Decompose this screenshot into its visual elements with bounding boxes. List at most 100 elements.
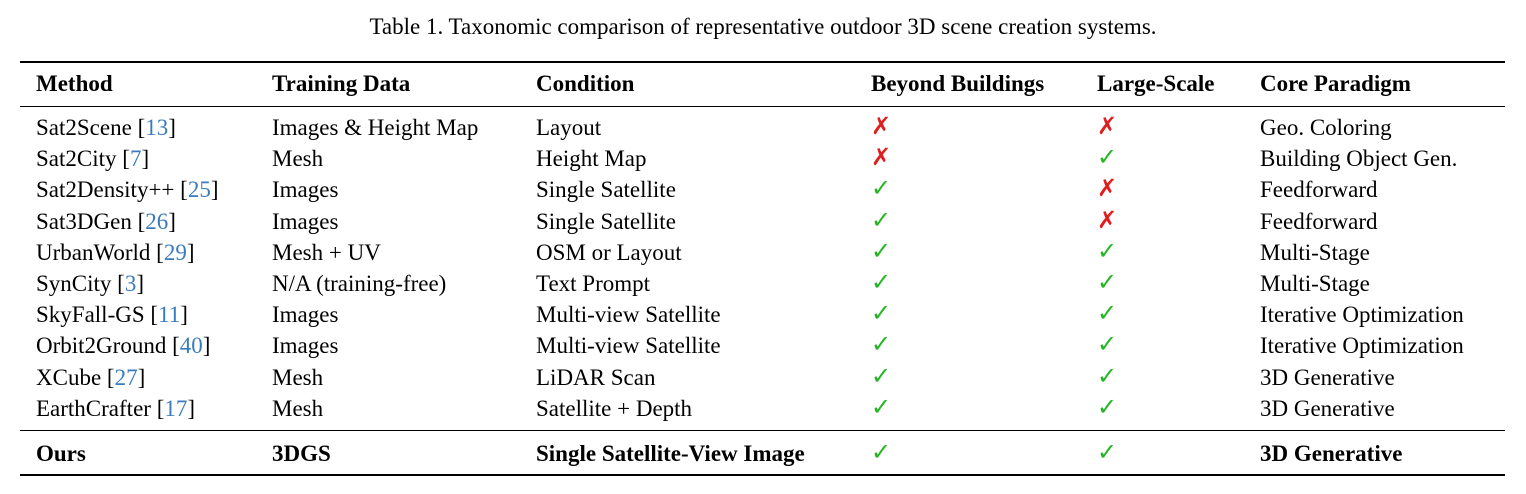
cell-beyond-buildings-check-icon: ✓ xyxy=(871,440,892,466)
cell-core-paradigm: 3D Generative xyxy=(1260,441,1403,466)
method-name: EarthCrafter xyxy=(36,395,157,421)
header-large-scale: Large-Scale xyxy=(1097,71,1215,96)
citation-link[interactable]: 29 xyxy=(163,239,187,265)
cell-condition: Multi-view Satellite xyxy=(536,302,721,328)
cell-training-data: 3DGS xyxy=(272,441,331,466)
citation-link[interactable]: 17 xyxy=(164,395,188,421)
citation-link[interactable]: 11 xyxy=(158,302,181,328)
cell-training-data: Images xyxy=(272,302,339,328)
citation-open: [ xyxy=(106,364,115,390)
cell-core-paradigm: Iterative Optimization xyxy=(1260,302,1464,328)
table-row: EarthCrafter [17] Mesh Satellite + Depth ✓ ✓… xyxy=(0,393,1526,424)
bottom-rule xyxy=(20,474,1505,476)
cell-method: Orbit2Ground [40] xyxy=(36,330,210,361)
citation-close: ] xyxy=(210,177,219,203)
cell-training-data: Images & Height Map xyxy=(272,115,479,140)
cell-beyond-buildings-check-icon: ✓ xyxy=(871,238,892,265)
cell-method: Sat3DGen [26] xyxy=(36,206,176,237)
cell-condition: OSM or Layout xyxy=(536,239,682,265)
cell-beyond-buildings-check-icon: ✓ xyxy=(871,207,892,234)
table-row: XCube [27] Mesh LiDAR Scan ✓ ✓ 3D Generative xyxy=(0,362,1526,393)
cell-beyond-buildings-check-icon: ✓ xyxy=(871,270,892,296)
cell-core-paradigm: Feedforward xyxy=(1260,177,1378,203)
cell-method: Ours xyxy=(36,441,86,466)
cell-condition: Single Satellite xyxy=(536,208,676,234)
cell-condition: Layout xyxy=(536,115,602,140)
header-rule xyxy=(20,106,1505,107)
table-row: Sat2City [7] Mesh Height Map ✗ ✓ Building Obj… xyxy=(0,143,1526,174)
method-name: Sat2City xyxy=(36,146,123,172)
cell-core-paradigm: Feedforward xyxy=(1260,208,1378,234)
citation-link[interactable]: 3 xyxy=(124,271,137,296)
header-method: Method xyxy=(36,71,113,96)
cell-large-scale-check-icon: ✓ xyxy=(1097,270,1118,296)
cell-condition: Single Satellite-View Image xyxy=(536,441,805,466)
cell-large-scale-check-icon: ✓ xyxy=(1097,332,1118,359)
cell-beyond-buildings-check-icon: ✓ xyxy=(871,176,892,203)
cell-method: UrbanWorld [29] xyxy=(36,237,195,268)
cell-training-data: Mesh xyxy=(272,364,324,390)
cell-condition: Single Satellite xyxy=(536,177,676,203)
citation-link[interactable]: 26 xyxy=(145,208,169,234)
cell-training-data: Mesh xyxy=(272,146,324,172)
cell-core-paradigm: 3D Generative xyxy=(1260,364,1395,390)
cell-core-paradigm: Geo. Coloring xyxy=(1260,115,1392,140)
cell-training-data: Mesh + UV xyxy=(272,239,381,265)
cell-method: Sat2Density++ [25] xyxy=(36,174,218,205)
cell-large-scale-check-icon: ✓ xyxy=(1097,363,1118,390)
table-row: SkyFall-GS [11] Images Multi-view Satellit… xyxy=(0,299,1526,330)
cell-large-scale-check-icon: ✓ xyxy=(1097,394,1118,421)
table-row: SynCity [3] N/A (training-free) Text Promp… xyxy=(0,268,1526,299)
cell-core-paradigm: Building Object Gen. xyxy=(1260,146,1458,172)
citation-close: ] xyxy=(187,395,196,421)
header-training-data: Training Data xyxy=(272,71,411,96)
cell-condition: Multi-view Satellite xyxy=(536,333,721,359)
citation-link[interactable]: 13 xyxy=(145,115,169,140)
citation-open: [ xyxy=(172,333,180,359)
header-core-paradigm: Core Paradigm xyxy=(1260,71,1411,96)
table-row: Sat2Density++ [25] Images Single Satellite… xyxy=(0,174,1526,205)
cell-method: EarthCrafter [17] xyxy=(36,393,195,424)
method-name: SkyFall-GS xyxy=(36,302,151,328)
header-beyond-buildings: Beyond Buildings xyxy=(871,71,1045,96)
citation-close: ] xyxy=(180,302,188,328)
top-rule xyxy=(20,61,1505,63)
cell-condition: LiDAR Scan xyxy=(536,364,656,390)
cell-large-scale-check-icon: ✓ xyxy=(1097,440,1118,466)
citation-link[interactable]: 27 xyxy=(114,364,138,390)
cell-condition: Height Map xyxy=(536,146,647,172)
cell-method: Sat2Scene [13] xyxy=(36,112,176,143)
cell-large-scale-cross-icon: ✗ xyxy=(1097,176,1118,203)
citation-open: [ xyxy=(150,302,159,328)
cell-method: XCube [27] xyxy=(36,362,145,393)
table-row: UrbanWorld [29] Mesh + UV OSM or Layout ✓ ✓ M… xyxy=(0,237,1526,268)
cell-beyond-buildings-check-icon: ✓ xyxy=(871,301,892,328)
method-name: Sat3DGen xyxy=(36,208,138,234)
citation-close: ] xyxy=(137,364,146,390)
cell-beyond-buildings-check-icon: ✓ xyxy=(871,332,892,359)
table-row-ours: Ours 3DGS Single Satellite-View Image ✓ … xyxy=(0,438,1526,469)
cell-method: SynCity [3] xyxy=(36,268,144,299)
cell-condition: Satellite + Depth xyxy=(536,395,693,421)
cell-beyond-buildings-check-icon: ✓ xyxy=(871,394,892,421)
method-name: UrbanWorld xyxy=(36,239,157,265)
citation-open: [ xyxy=(117,271,125,296)
table-row: Orbit2Ground [40] Images Multi-view Satell… xyxy=(0,330,1526,361)
citation-close: ] xyxy=(168,115,176,140)
method-name: XCube xyxy=(36,364,107,390)
cell-beyond-buildings-cross-icon: ✗ xyxy=(871,145,892,172)
cell-large-scale-cross-icon: ✗ xyxy=(1097,114,1118,140)
citation-close: ] xyxy=(141,146,150,172)
cell-core-paradigm: Multi-Stage xyxy=(1260,239,1370,265)
cell-condition: Text Prompt xyxy=(536,271,651,296)
citation-open: [ xyxy=(156,239,164,265)
citation-link[interactable]: 7 xyxy=(129,146,142,172)
cell-large-scale-check-icon: ✓ xyxy=(1097,301,1118,328)
cell-training-data: N/A (training-free) xyxy=(272,271,447,296)
citation-link[interactable]: 40 xyxy=(179,333,203,359)
table-row: Sat3DGen [26] Images Single Satellite ✓ ✗ Fee… xyxy=(0,206,1526,237)
citation-close: ] xyxy=(186,239,195,265)
citation-open: [ xyxy=(180,177,188,203)
method-name: SynCity xyxy=(36,271,118,296)
citation-link[interactable]: 25 xyxy=(187,177,211,203)
